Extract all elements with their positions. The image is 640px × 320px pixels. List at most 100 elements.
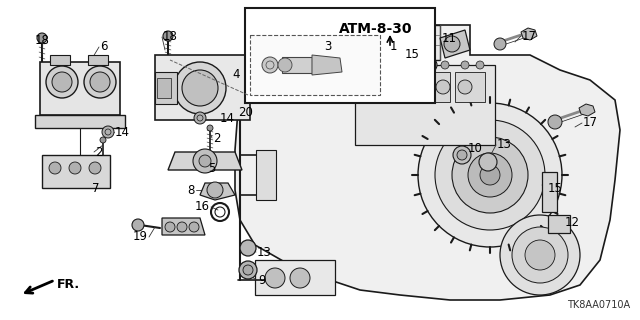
Circle shape xyxy=(194,112,206,124)
Text: 14: 14 xyxy=(115,125,130,139)
Bar xyxy=(362,18,370,70)
Circle shape xyxy=(351,61,359,69)
Polygon shape xyxy=(312,55,342,75)
Circle shape xyxy=(479,153,497,171)
Bar xyxy=(365,72,405,102)
Circle shape xyxy=(207,125,213,131)
Bar xyxy=(250,35,380,95)
Circle shape xyxy=(100,137,106,143)
Text: 1: 1 xyxy=(390,41,397,53)
Circle shape xyxy=(468,153,512,197)
Circle shape xyxy=(89,162,101,174)
Bar xyxy=(50,55,70,65)
Circle shape xyxy=(52,72,72,92)
Bar xyxy=(335,22,342,64)
Polygon shape xyxy=(340,25,440,60)
Circle shape xyxy=(199,155,211,167)
Text: 14: 14 xyxy=(220,111,235,124)
Bar xyxy=(256,150,276,200)
Bar xyxy=(355,65,495,145)
Circle shape xyxy=(262,57,278,73)
Circle shape xyxy=(240,240,256,256)
Bar xyxy=(88,55,108,65)
Text: TK8AA0710A: TK8AA0710A xyxy=(567,300,630,310)
Circle shape xyxy=(452,137,528,213)
Bar xyxy=(542,172,557,212)
Polygon shape xyxy=(579,104,595,116)
Text: 15: 15 xyxy=(405,49,420,61)
Circle shape xyxy=(182,70,218,106)
Text: 4: 4 xyxy=(232,68,239,82)
Circle shape xyxy=(239,261,257,279)
Bar xyxy=(155,55,250,120)
Bar xyxy=(155,72,177,104)
Circle shape xyxy=(548,115,562,129)
Polygon shape xyxy=(200,183,235,200)
Text: FR.: FR. xyxy=(57,278,80,292)
Circle shape xyxy=(423,58,437,72)
Circle shape xyxy=(401,61,409,69)
Circle shape xyxy=(265,268,285,288)
Circle shape xyxy=(458,80,472,94)
Bar xyxy=(548,215,570,233)
Circle shape xyxy=(193,149,217,173)
Polygon shape xyxy=(168,152,242,170)
Circle shape xyxy=(90,72,110,92)
Circle shape xyxy=(444,36,460,52)
Text: 11: 11 xyxy=(442,31,457,44)
Polygon shape xyxy=(440,30,470,58)
Text: 18: 18 xyxy=(35,34,50,46)
Circle shape xyxy=(49,162,61,174)
Circle shape xyxy=(476,61,484,69)
Circle shape xyxy=(436,80,450,94)
Bar xyxy=(410,72,450,102)
Polygon shape xyxy=(42,155,110,188)
Text: 17: 17 xyxy=(583,116,598,130)
Text: 12: 12 xyxy=(565,215,580,228)
Circle shape xyxy=(512,227,568,283)
Text: 18: 18 xyxy=(163,30,178,44)
Polygon shape xyxy=(40,62,120,115)
Text: 17: 17 xyxy=(522,29,537,43)
Polygon shape xyxy=(35,115,125,128)
Circle shape xyxy=(368,80,382,94)
Circle shape xyxy=(278,58,292,72)
Text: ATM-8-30: ATM-8-30 xyxy=(339,22,412,36)
Circle shape xyxy=(457,150,467,160)
Circle shape xyxy=(163,31,173,41)
Polygon shape xyxy=(235,25,620,300)
Bar xyxy=(255,260,335,295)
Text: 19: 19 xyxy=(133,230,148,244)
Circle shape xyxy=(413,80,427,94)
Bar xyxy=(455,72,485,102)
Circle shape xyxy=(391,80,405,94)
Circle shape xyxy=(441,61,449,69)
Text: 13: 13 xyxy=(257,245,272,259)
Text: 9: 9 xyxy=(258,274,266,286)
Circle shape xyxy=(102,126,114,138)
Text: 3: 3 xyxy=(324,41,332,53)
Text: 8: 8 xyxy=(188,183,195,196)
Circle shape xyxy=(69,162,81,174)
Bar xyxy=(282,57,312,73)
Circle shape xyxy=(132,219,144,231)
Circle shape xyxy=(165,222,175,232)
Text: 7: 7 xyxy=(92,181,99,195)
Circle shape xyxy=(243,265,253,275)
Circle shape xyxy=(435,120,545,230)
Circle shape xyxy=(361,61,369,69)
Polygon shape xyxy=(521,28,537,40)
Text: 15: 15 xyxy=(548,181,563,195)
Text: 2: 2 xyxy=(213,132,221,145)
Circle shape xyxy=(418,103,562,247)
Bar xyxy=(245,8,435,103)
Circle shape xyxy=(189,222,199,232)
Circle shape xyxy=(84,66,116,98)
Text: 20: 20 xyxy=(238,106,253,118)
Circle shape xyxy=(207,182,223,198)
Circle shape xyxy=(174,62,226,114)
Circle shape xyxy=(494,38,506,50)
Text: 6: 6 xyxy=(100,41,108,53)
Circle shape xyxy=(500,215,580,295)
Circle shape xyxy=(46,66,78,98)
